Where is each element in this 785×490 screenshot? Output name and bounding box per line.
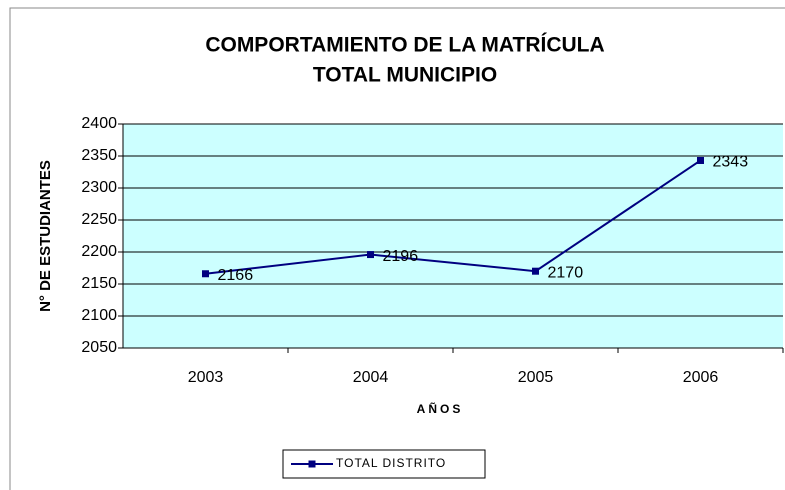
- x-tick-label: 2003: [188, 369, 224, 386]
- chart-title: TOTAL MUNICIPIO: [313, 64, 497, 87]
- x-axis-label: AÑOS: [417, 401, 464, 416]
- line: [205, 159, 702, 275]
- y-tick-label: 2300: [81, 179, 117, 196]
- chart-title: COMPORTAMIENTO DE LA MATRÍCULA: [205, 34, 604, 57]
- x-tick-label: 2004: [353, 369, 389, 386]
- y-tick-label: 2150: [81, 275, 117, 292]
- marker: [367, 251, 374, 259]
- plot-area: [123, 124, 783, 348]
- x-tick-label: 2005: [518, 369, 554, 386]
- marker: [202, 270, 209, 278]
- data-label: 2166: [218, 267, 254, 284]
- y-tick-label: 2350: [81, 147, 117, 164]
- y-tick-label: 2400: [81, 115, 117, 132]
- y-tick-label: 2050: [81, 339, 117, 356]
- legend-label: TOTAL DISTRITO: [336, 456, 446, 470]
- x-tick-label: 2006: [683, 369, 719, 386]
- data-label: 2170: [548, 264, 584, 281]
- y-tick-label: 2200: [81, 243, 117, 260]
- legend-marker: [308, 460, 316, 468]
- y-tick-label: 2100: [81, 307, 117, 324]
- marker: [532, 267, 539, 275]
- y-axis-label: N° DE ESTUDIANTES: [37, 160, 54, 312]
- marker: [697, 156, 704, 164]
- data-label: 2196: [383, 248, 419, 265]
- data-label: 2343: [713, 154, 749, 171]
- y-tick-label: 2250: [81, 211, 117, 228]
